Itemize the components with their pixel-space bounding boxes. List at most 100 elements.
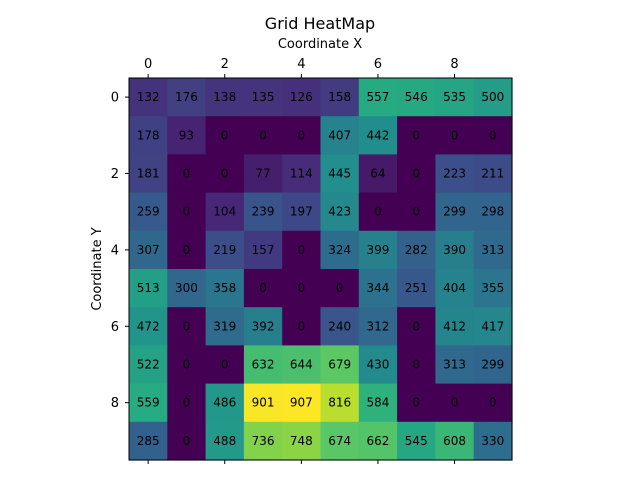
heatmap-cell (167, 421, 207, 461)
heatmap-cell (473, 192, 513, 232)
heatmap-cell (167, 78, 207, 117)
x-tick-label: 2 (221, 57, 229, 72)
cell-value-label: 0 (412, 396, 420, 410)
heatmap-cell (129, 154, 168, 194)
cell-value-label: 313 (481, 243, 504, 257)
cell-value-label: 608 (443, 434, 466, 448)
cell-value-label: 0 (183, 434, 191, 448)
cell-value-label: 181 (137, 167, 160, 181)
cell-value-label: 748 (290, 434, 313, 448)
heatmap-cell (435, 269, 475, 308)
heatmap-cell-labels: 132 176 138 135 126 158 557 546 535 500 178 93 0 0 0 40… (137, 90, 505, 448)
heatmap-cell (129, 307, 168, 346)
heatmap-cell (129, 116, 168, 155)
cell-value-label: 632 (252, 358, 275, 372)
heatmap-cell (473, 269, 513, 308)
heatmap-cell (358, 269, 398, 308)
cell-value-label: 299 (443, 205, 466, 219)
cell-value-label: 312 (366, 319, 389, 333)
heatmap-cell (320, 230, 360, 270)
heatmap-cell (320, 383, 360, 423)
cell-value-label: 644 (290, 358, 313, 372)
cell-value-label: 285 (137, 434, 160, 448)
cell-value-label: 0 (412, 205, 420, 219)
heatmap-cell (397, 307, 436, 346)
heatmap-cell (320, 116, 360, 155)
heatmap-cell (282, 78, 322, 117)
heatmap-cell (397, 154, 436, 194)
heatmap-cell (129, 230, 168, 270)
cell-value-label: 816 (328, 396, 351, 410)
cell-value-label: 0 (183, 358, 191, 372)
y-tick-label: 0 (111, 91, 119, 106)
cell-value-label: 392 (252, 319, 275, 333)
cell-value-label: 500 (481, 90, 504, 104)
heatmap-cell (473, 307, 513, 346)
heatmap-cell (320, 154, 360, 194)
cell-value-label: 901 (252, 396, 275, 410)
cell-value-label: 0 (298, 243, 306, 257)
heatmap-cell (435, 345, 475, 385)
cell-value-label: 545 (405, 434, 428, 448)
heatmap-cell (167, 307, 207, 346)
cell-value-label: 0 (221, 128, 229, 142)
cell-value-label: 157 (252, 243, 275, 257)
heatmap-cell (205, 230, 245, 270)
heatmap-cell (320, 345, 360, 385)
cell-value-label: 223 (443, 167, 466, 181)
x-tick-label: 4 (297, 57, 305, 72)
heatmap-cell (320, 192, 360, 232)
heatmap-cell (243, 78, 283, 117)
heatmap-cell (358, 78, 398, 117)
heatmap-cell (167, 154, 207, 194)
cell-value-label: 176 (175, 90, 198, 104)
cell-value-label: 0 (259, 281, 267, 295)
cell-value-label: 77 (255, 167, 270, 181)
cell-value-label: 0 (412, 128, 420, 142)
heatmap-cell (473, 116, 513, 155)
heatmap-cell (282, 345, 322, 385)
cell-value-label: 584 (366, 396, 389, 410)
cell-value-label: 319 (213, 319, 236, 333)
cell-value-label: 298 (481, 205, 504, 219)
x-tick-label: 0 (144, 57, 152, 72)
heatmap-cell (243, 383, 283, 423)
cell-value-label: 662 (366, 434, 389, 448)
cell-value-label: 0 (336, 281, 344, 295)
heatmap-cell (243, 307, 283, 346)
heatmap-cell (320, 269, 360, 308)
cell-value-label: 300 (175, 281, 198, 295)
cell-value-label: 0 (374, 205, 382, 219)
heatmap-cell (167, 345, 207, 385)
cell-value-label: 324 (328, 243, 351, 257)
cell-value-label: 299 (481, 358, 504, 372)
cell-value-label: 546 (405, 90, 428, 104)
heatmap-cell (397, 269, 436, 308)
cell-value-label: 197 (290, 205, 313, 219)
cell-value-label: 307 (137, 243, 160, 257)
cell-value-label: 132 (137, 90, 160, 104)
cell-value-label: 407 (328, 128, 351, 142)
cell-value-label: 423 (328, 205, 351, 219)
cell-value-label: 390 (443, 243, 466, 257)
cell-value-label: 0 (412, 358, 420, 372)
cell-value-label: 472 (137, 319, 160, 333)
heatmap-cell (282, 192, 322, 232)
cell-value-label: 0 (298, 281, 306, 295)
heatmap-cell (167, 383, 207, 423)
heatmap-cell (243, 192, 283, 232)
heatmap-cell (397, 421, 436, 461)
heatmap-cell (397, 192, 436, 232)
heatmap-cell (243, 230, 283, 270)
cell-value-label: 486 (213, 396, 236, 410)
heatmap-cell (205, 154, 245, 194)
heatmap-cell (205, 383, 245, 423)
heatmap-cell (282, 307, 322, 346)
heatmap-cell (282, 383, 322, 423)
heatmap-cell (129, 78, 168, 117)
cell-value-label: 344 (366, 281, 389, 295)
cell-value-label: 442 (366, 128, 389, 142)
y-tick-label: 4 (111, 243, 119, 258)
cell-value-label: 114 (290, 167, 313, 181)
y-tick-label: 8 (111, 396, 119, 411)
